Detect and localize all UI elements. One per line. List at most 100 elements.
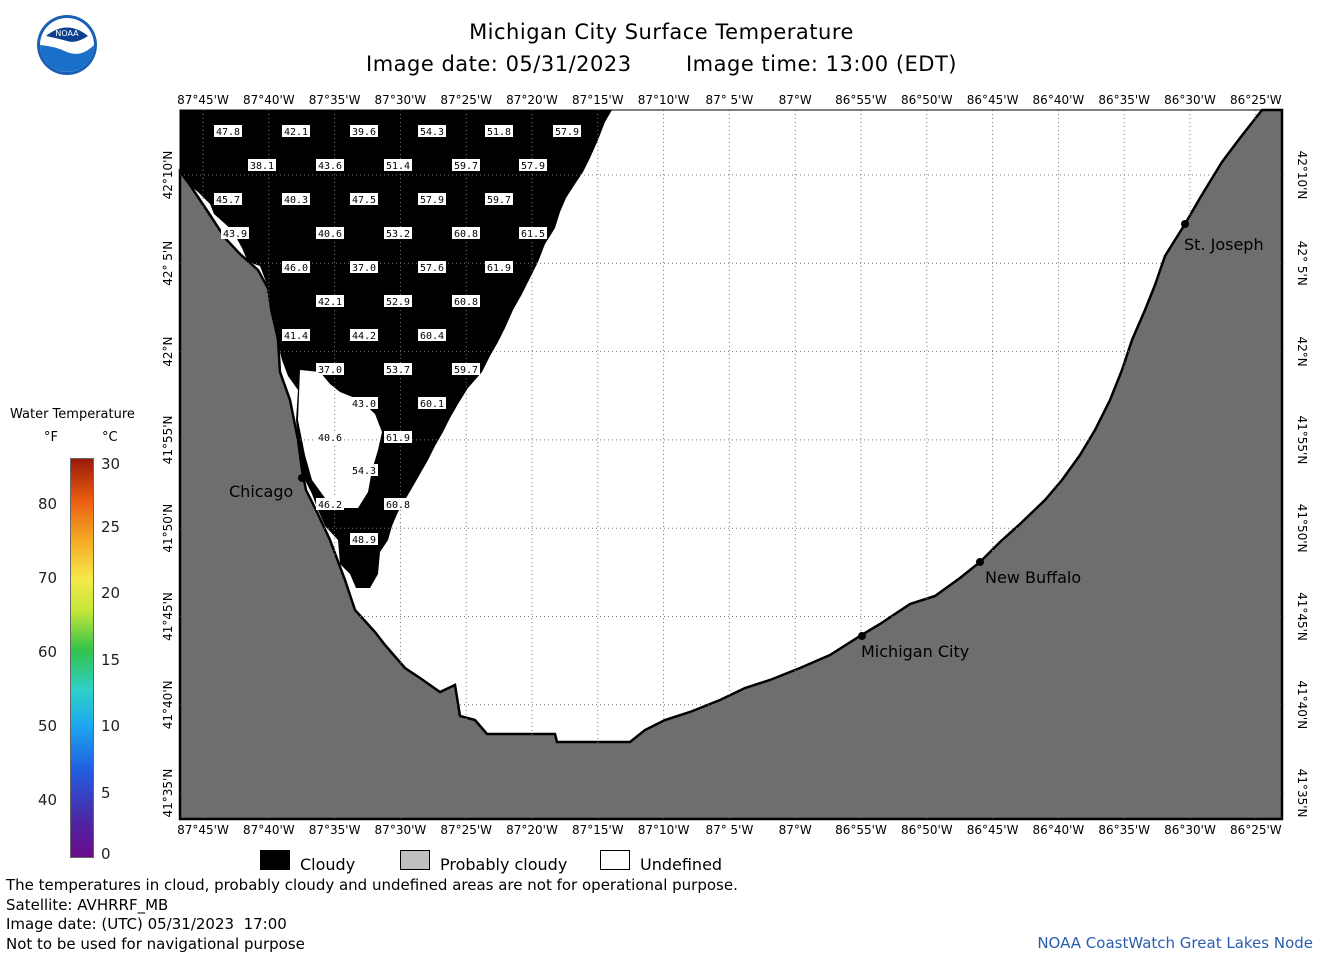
key-undefined-label: Undefined: [640, 855, 723, 874]
temperature-value: 60.4: [420, 331, 444, 342]
lat-label-left: 42°N: [161, 336, 175, 366]
color-bar: [70, 458, 94, 858]
temperature-box: [452, 295, 480, 307]
key-cloudy-swatch: [260, 850, 290, 870]
lon-label-top: 87°40'W: [243, 93, 295, 107]
lon-label-top: 87°W: [779, 93, 812, 107]
noaa-logo-icon: NOAA: [37, 15, 97, 75]
temperature-box: [519, 159, 547, 171]
temperature-value: 61.5: [521, 229, 545, 240]
temperature-value: 60.8: [386, 500, 410, 511]
lon-label-top: 87°35'W: [309, 93, 361, 107]
temperature-value: 59.7: [487, 195, 511, 206]
temperature-box: [452, 159, 480, 171]
lon-label-bottom: 87° 5'W: [705, 823, 753, 837]
lon-label-bottom: 86°30'W: [1164, 823, 1216, 837]
lat-label-left: 42° 5'N: [161, 241, 175, 286]
temperature-value: 39.6: [352, 127, 376, 138]
key-probably-cloudy-label: Probably cloudy: [440, 855, 568, 874]
temperature-box: [384, 363, 412, 375]
temperature-box: [418, 193, 446, 205]
temperature-box: [282, 261, 310, 273]
temperature-box: [350, 193, 378, 205]
temperature-box: [384, 431, 412, 443]
lon-label-bottom: 87°20'W: [506, 823, 558, 837]
lon-label-bottom: 87°25'W: [440, 823, 492, 837]
lon-label-top: 86°45'W: [967, 93, 1019, 107]
city-label-new-buffalo: New Buffalo: [985, 568, 1081, 587]
key-undefined-swatch: [600, 850, 630, 870]
lon-label-top: 86°25'W: [1230, 93, 1282, 107]
temperature-box: [316, 159, 344, 171]
temperature-box: [452, 363, 480, 375]
temperature-box: [418, 125, 446, 137]
lon-label-top: 86°35'W: [1098, 93, 1150, 107]
lat-label-right: 41°40'N: [1295, 680, 1309, 729]
lat-label-right: 42°N: [1295, 336, 1309, 366]
temperature-value: 53.7: [386, 365, 410, 376]
legend-c-unit: °C: [102, 430, 118, 445]
temperature-value: 43.6: [318, 161, 342, 172]
temperature-box: [350, 397, 378, 409]
temperature-value: 37.0: [318, 365, 342, 376]
lon-label-top: 87°25'W: [440, 93, 492, 107]
temperature-box: [221, 227, 249, 239]
temperature-box: [553, 125, 581, 137]
lon-label-top: 86°30'W: [1164, 93, 1216, 107]
f-tick: 80: [38, 495, 58, 513]
footer-satellite: Satellite: AVHRRF_MB: [6, 896, 169, 914]
image-time: Image time: 13:00 (EDT): [685, 52, 957, 76]
lon-label-bottom: 86°55'W: [835, 823, 887, 837]
chicago-marker: [298, 474, 306, 482]
new-buffalo-marker: [976, 558, 984, 566]
lon-label-bottom: 86°35'W: [1098, 823, 1150, 837]
temperature-box: [316, 227, 344, 239]
lat-label-left: 41°55'N: [161, 415, 175, 464]
temperature-value: 52.9: [386, 297, 410, 308]
temperature-box: [485, 261, 513, 273]
st-joseph-marker: [1181, 220, 1189, 228]
lat-label-left: 41°50'N: [161, 504, 175, 553]
image-date: Image date: 05/31/2023: [366, 52, 632, 76]
footer-credit: NOAA CoastWatch Great Lakes Node: [1037, 934, 1313, 952]
lat-label-right: 42° 5'N: [1295, 241, 1309, 286]
lat-label-left: 41°45'N: [161, 592, 175, 641]
temperature-value: 43.9: [223, 229, 247, 240]
temperature-value: 42.1: [284, 127, 308, 138]
c-tick: 30: [101, 455, 121, 473]
temperature-value: 61.9: [487, 263, 511, 274]
temperature-box: [452, 227, 480, 239]
temperature-box: [248, 159, 276, 171]
temperature-box: [350, 261, 378, 273]
footer-nav: Not to be used for navigational purpose: [6, 935, 305, 953]
lon-label-bottom: 87°35'W: [309, 823, 361, 837]
legend-title: Water Temperature: [10, 407, 135, 422]
temperature-value: 57.9: [555, 127, 579, 138]
temperature-box: [485, 125, 513, 137]
temperature-box: [418, 261, 446, 273]
temperature-box: [282, 193, 310, 205]
temperature-box: [350, 464, 378, 476]
temperature-value: 57.9: [521, 161, 545, 172]
temperature-value: 53.2: [386, 229, 410, 240]
city-label-chicago: Chicago: [229, 482, 293, 501]
cloud-mask: [180, 110, 612, 588]
temperature-box: [214, 125, 242, 137]
temperature-box: [316, 363, 344, 375]
temperature-box: [282, 125, 310, 137]
temperature-value: 59.7: [454, 161, 478, 172]
key-cloudy-label: Cloudy: [300, 855, 356, 874]
lon-label-bottom: 87°W: [779, 823, 812, 837]
lon-label-bottom: 87°30'W: [375, 823, 427, 837]
lat-label-left: 42°10'N: [161, 151, 175, 200]
latitude-labels: 42°10'N 42°10'N 42° 5'N 42° 5'N 42°N 42°N 41°5…: [161, 151, 1309, 818]
temperature-value: 48.9: [352, 535, 376, 546]
lon-label-top: 86°55'W: [835, 93, 887, 107]
city-label-michigan-city: Michigan City: [861, 642, 969, 661]
lon-label-top: 87°20'W: [506, 93, 558, 107]
temperature-box: [214, 193, 242, 205]
temperature-value: 41.4: [284, 331, 308, 342]
c-tick: 15: [101, 651, 121, 669]
temperature-box: [485, 193, 513, 205]
lat-label-right: 41°35'N: [1295, 769, 1309, 818]
